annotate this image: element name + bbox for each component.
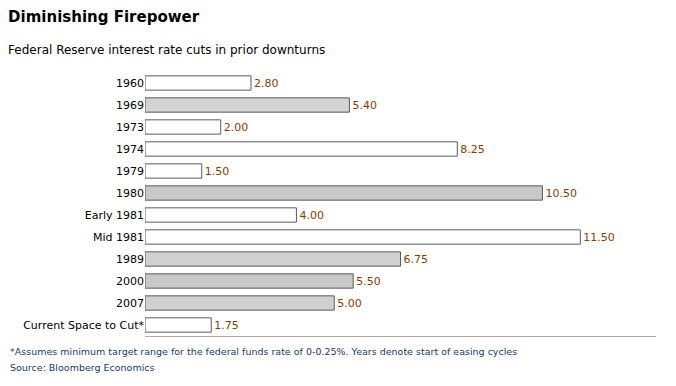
svg-text:10.50: 10.50	[545, 187, 577, 200]
svg-text:11.50: 11.50	[583, 231, 615, 244]
svg-text:1989: 1989	[116, 253, 144, 266]
svg-text:1.75: 1.75	[214, 319, 239, 332]
svg-text:1974: 1974	[116, 143, 144, 156]
svg-text:5.40: 5.40	[352, 99, 377, 112]
svg-text:1979: 1979	[116, 165, 144, 178]
svg-text:Source: Bloomberg Economics: Source: Bloomberg Economics	[10, 362, 155, 373]
svg-text:2000: 2000	[116, 275, 144, 288]
svg-text:6.75: 6.75	[404, 253, 429, 266]
svg-text:Current Space to Cut*: Current Space to Cut*	[23, 319, 144, 332]
svg-text:2.00: 2.00	[224, 121, 249, 134]
svg-text:8.25: 8.25	[460, 143, 485, 156]
svg-text:Mid 1981: Mid 1981	[93, 231, 144, 244]
svg-text:1980: 1980	[116, 187, 144, 200]
svg-text:5.00: 5.00	[337, 297, 362, 310]
svg-text:1960: 1960	[116, 77, 144, 90]
svg-text:4.00: 4.00	[299, 209, 324, 222]
svg-text:2.80: 2.80	[254, 77, 279, 90]
svg-text:1969: 1969	[116, 99, 144, 112]
svg-text:Diminishing Firepower: Diminishing Firepower	[8, 8, 200, 26]
svg-text:2007: 2007	[116, 297, 144, 310]
svg-text:Early 1981: Early 1981	[85, 209, 144, 222]
svg-text:1973: 1973	[116, 121, 144, 134]
svg-text:5.50: 5.50	[356, 275, 381, 288]
svg-text:Federal Reserve interest rate: Federal Reserve interest rate cuts in pr…	[8, 43, 325, 57]
svg-text:*Assumes minimum target range: *Assumes minimum target range for the fe…	[10, 346, 517, 357]
svg-text:1.50: 1.50	[205, 165, 230, 178]
